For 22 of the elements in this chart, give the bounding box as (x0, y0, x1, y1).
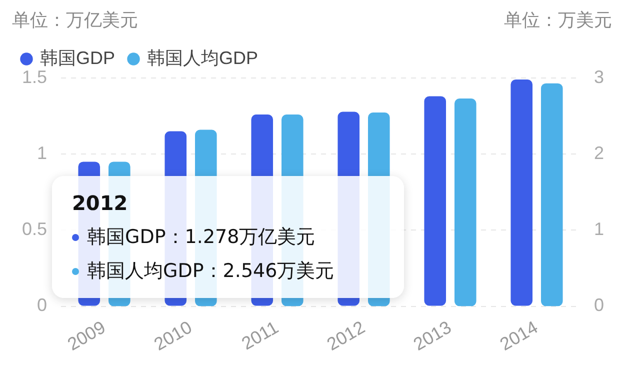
y-tick-label: 0 (37, 295, 48, 316)
y-tick-label: 1.5 (22, 66, 48, 87)
tooltip-card: 2012 韩国GDP：1.278万亿美元 韩国人均GDP：2.546万美元 (52, 176, 404, 298)
y-tick-label: 0.5 (22, 219, 48, 240)
y2-tick-label: 2 (594, 143, 604, 164)
y-axis-title: 单位：万亿美元 (12, 9, 138, 32)
y2-tick-label: 1 (594, 219, 604, 240)
x-tick-label: 2012 (324, 317, 368, 354)
y2-tick-label: 3 (594, 66, 604, 87)
x-tick-label: 2014 (496, 317, 542, 354)
x-tick-label: 2010 (150, 317, 196, 354)
legend-label: 韩国人均GDP (147, 48, 258, 68)
y2-tick-label: 0 (594, 295, 604, 316)
annotation: 韩国人均GDP：2.546万美元 (86, 259, 336, 284)
y2-axis-title: 单位：万美元 (504, 9, 612, 32)
x-tick-label: 2011 (238, 317, 282, 354)
x-tick-label: 2013 (410, 317, 455, 354)
x-tick-label: 2009 (64, 317, 109, 354)
legend-label: 韩国GDP (40, 48, 116, 68)
annotation: 2012 (72, 190, 129, 217)
y-tick-label: 1 (37, 143, 48, 164)
annotation: 韩国GDP：1.278万亿美元 (86, 225, 316, 250)
